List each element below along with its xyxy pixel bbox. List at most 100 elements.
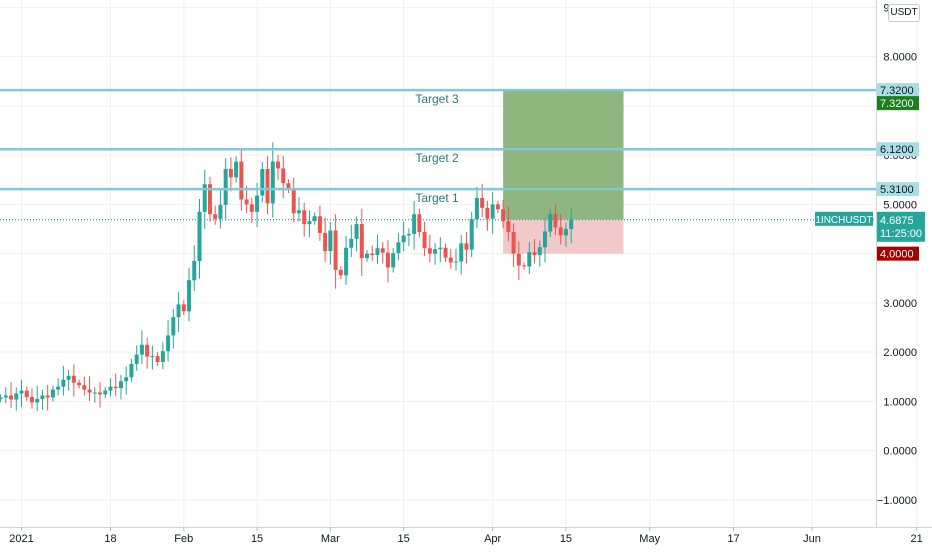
candle-body[interactable] xyxy=(134,354,139,364)
candle-body[interactable] xyxy=(365,253,370,259)
candle-body[interactable] xyxy=(118,381,123,389)
candle-body[interactable] xyxy=(302,210,307,225)
candle-body[interactable] xyxy=(522,265,527,267)
candle-body[interactable] xyxy=(516,253,521,266)
current-price-tag[interactable]: 4.6875 xyxy=(880,215,914,227)
candle-body[interactable] xyxy=(344,247,349,276)
candle-body[interactable] xyxy=(558,227,563,236)
candle-body[interactable] xyxy=(192,261,197,281)
candle-body[interactable] xyxy=(228,168,233,178)
candle-body[interactable] xyxy=(359,224,364,259)
candle-body[interactable] xyxy=(349,238,354,248)
candle-body[interactable] xyxy=(495,204,500,210)
candle-body[interactable] xyxy=(87,389,92,393)
candle-body[interactable] xyxy=(563,229,568,236)
candle-body[interactable] xyxy=(490,204,495,219)
candle-body[interactable] xyxy=(474,197,479,220)
candle-body[interactable] xyxy=(276,161,281,169)
candle-body[interactable] xyxy=(317,216,322,233)
candle-body[interactable] xyxy=(281,168,286,184)
candle-body[interactable] xyxy=(0,397,3,400)
candle-body[interactable] xyxy=(485,207,490,219)
candle-body[interactable] xyxy=(244,199,249,205)
candle-body[interactable] xyxy=(145,344,150,357)
candle-body[interactable] xyxy=(270,161,275,204)
candle-body[interactable] xyxy=(139,344,144,355)
currency-unit-label[interactable]: USDT xyxy=(888,4,920,22)
candle-body[interactable] xyxy=(454,261,459,263)
level-tag-target-3[interactable]: 7.3200 xyxy=(880,85,914,97)
candle-body[interactable] xyxy=(417,214,422,232)
candle-body[interactable] xyxy=(543,231,547,248)
candle-body[interactable] xyxy=(296,210,301,214)
candle-body[interactable] xyxy=(438,247,443,250)
candle-body[interactable] xyxy=(181,304,186,312)
candle-body[interactable] xyxy=(19,390,24,394)
candle-body[interactable] xyxy=(187,280,192,312)
stop-loss-tag[interactable]: 4.0000 xyxy=(880,249,914,261)
candle-body[interactable] xyxy=(370,253,375,256)
candle-body[interactable] xyxy=(328,230,333,252)
candle-body[interactable] xyxy=(66,375,71,380)
candle-body[interactable] xyxy=(527,252,532,267)
candle-body[interactable] xyxy=(380,248,385,253)
candle-body[interactable] xyxy=(71,375,76,383)
candle-body[interactable] xyxy=(443,247,448,258)
candle-body[interactable] xyxy=(312,216,317,222)
level-tag-target-2[interactable]: 6.1200 xyxy=(880,144,914,156)
candle-body[interactable] xyxy=(207,184,212,215)
candle-body[interactable] xyxy=(480,197,485,208)
candle-body[interactable] xyxy=(50,389,55,398)
candle-body[interactable] xyxy=(385,252,390,268)
candle-body[interactable] xyxy=(155,356,160,363)
candle-body[interactable] xyxy=(24,390,29,397)
candle-body[interactable] xyxy=(459,243,464,262)
candle-body[interactable] xyxy=(433,249,438,254)
candle-body[interactable] xyxy=(422,231,427,249)
candle-body[interactable] xyxy=(171,317,176,336)
candle-body[interactable] xyxy=(401,235,406,243)
candle-body[interactable] xyxy=(3,395,8,398)
candle-body[interactable] xyxy=(61,379,66,387)
candle-body[interactable] xyxy=(469,219,474,250)
candle-body[interactable] xyxy=(291,189,296,214)
candle-body[interactable] xyxy=(197,211,202,262)
candle-body[interactable] xyxy=(255,195,260,212)
candle-body[interactable] xyxy=(113,386,118,389)
candle-body[interactable] xyxy=(532,252,537,256)
candle-body[interactable] xyxy=(239,161,244,200)
candle-body[interactable] xyxy=(234,161,239,178)
candle-body[interactable] xyxy=(537,247,542,256)
candle-body[interactable] xyxy=(213,214,218,219)
candle-body[interactable] xyxy=(375,248,380,256)
candle-body[interactable] xyxy=(553,214,558,228)
candle-body[interactable] xyxy=(56,386,61,390)
candle-body[interactable] xyxy=(176,304,181,318)
candle-body[interactable] xyxy=(338,269,343,276)
candle-body[interactable] xyxy=(202,184,207,212)
candle-body[interactable] xyxy=(511,231,516,254)
candle-body[interactable] xyxy=(77,382,82,386)
candle-body[interactable] xyxy=(286,183,291,190)
candle-body[interactable] xyxy=(160,351,165,363)
candle-body[interactable] xyxy=(260,168,265,196)
candle-body[interactable] xyxy=(265,168,270,204)
candle-body[interactable] xyxy=(108,386,113,391)
candle-body[interactable] xyxy=(548,214,553,232)
candle-body[interactable] xyxy=(506,221,511,232)
candle-body[interactable] xyxy=(427,248,432,254)
candle-body[interactable] xyxy=(448,257,453,263)
candle-body[interactable] xyxy=(218,204,223,219)
candle-body[interactable] xyxy=(14,393,19,400)
candle-body[interactable] xyxy=(464,243,469,250)
candle-body[interactable] xyxy=(45,395,50,398)
candle-body[interactable] xyxy=(391,253,396,268)
symbol-label[interactable]: 1INCHUSDT xyxy=(815,215,872,226)
candle-body[interactable] xyxy=(98,392,103,395)
candle-body[interactable] xyxy=(323,232,328,252)
candle-body[interactable] xyxy=(569,219,574,230)
level-tag-target-1[interactable]: 5.3100 xyxy=(880,184,914,196)
candle-body[interactable] xyxy=(92,392,97,394)
candle-body[interactable] xyxy=(124,377,129,382)
